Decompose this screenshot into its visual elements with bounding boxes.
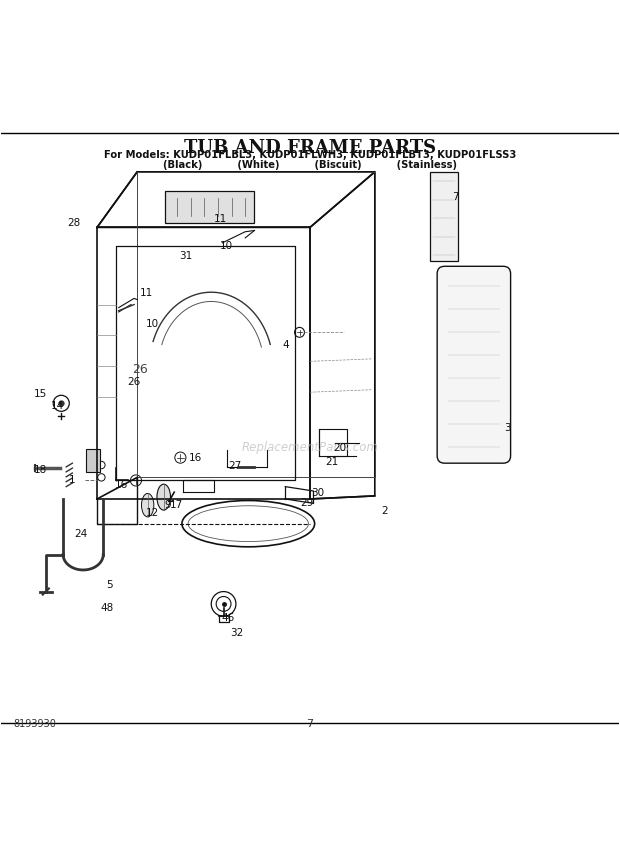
Text: 9: 9 — [165, 500, 171, 510]
Text: 12: 12 — [146, 508, 159, 518]
Text: 26: 26 — [133, 363, 148, 376]
Text: 11: 11 — [140, 288, 153, 299]
Text: TUB AND FRAME PARTS: TUB AND FRAME PARTS — [184, 140, 436, 158]
Text: For Models: KUDP01FLBL3, KUDP01FLWH3, KUDP01FLBT3, KUDP01FLSS3: For Models: KUDP01FLBL3, KUDP01FLWH3, KU… — [104, 151, 516, 160]
Text: 29: 29 — [300, 498, 314, 508]
FancyBboxPatch shape — [437, 266, 511, 463]
Ellipse shape — [157, 484, 171, 510]
Text: 8193930: 8193930 — [14, 719, 56, 729]
Text: 30: 30 — [311, 488, 324, 498]
Text: 28: 28 — [68, 218, 81, 228]
Text: 31: 31 — [179, 252, 192, 261]
Text: 15: 15 — [33, 389, 47, 399]
Text: 5: 5 — [106, 580, 113, 591]
Text: 10: 10 — [146, 319, 159, 330]
Text: 7: 7 — [452, 192, 458, 201]
Text: 16: 16 — [115, 479, 128, 490]
Text: 48: 48 — [101, 603, 114, 613]
Bar — [430, 172, 458, 261]
Text: 21: 21 — [325, 457, 339, 467]
Ellipse shape — [141, 493, 154, 517]
Text: 3: 3 — [504, 423, 511, 433]
Text: 7: 7 — [306, 719, 314, 729]
Text: 18: 18 — [33, 465, 47, 475]
Bar — [86, 449, 100, 473]
Text: 24: 24 — [74, 529, 87, 539]
Text: 20: 20 — [333, 443, 346, 453]
Text: 27: 27 — [228, 461, 241, 472]
Bar — [165, 191, 254, 223]
Text: 46: 46 — [222, 613, 235, 623]
Text: 1: 1 — [69, 475, 76, 485]
Text: (Black)          (White)          (Biscuit)          (Stainless): (Black) (White) (Biscuit) (Stainless) — [163, 160, 457, 170]
Text: 11: 11 — [214, 214, 227, 224]
Text: 10: 10 — [220, 241, 233, 251]
Text: 2: 2 — [381, 507, 388, 516]
Text: 17: 17 — [169, 500, 183, 510]
Text: ReplacementParts.com: ReplacementParts.com — [242, 441, 378, 455]
Text: 4: 4 — [282, 340, 289, 349]
Text: 32: 32 — [231, 628, 244, 638]
Text: 16: 16 — [189, 453, 203, 462]
Text: 14: 14 — [50, 401, 64, 412]
Text: 26: 26 — [128, 377, 141, 387]
